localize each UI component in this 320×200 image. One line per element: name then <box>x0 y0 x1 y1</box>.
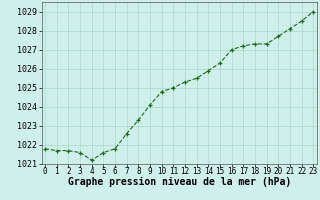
X-axis label: Graphe pression niveau de la mer (hPa): Graphe pression niveau de la mer (hPa) <box>68 177 291 187</box>
